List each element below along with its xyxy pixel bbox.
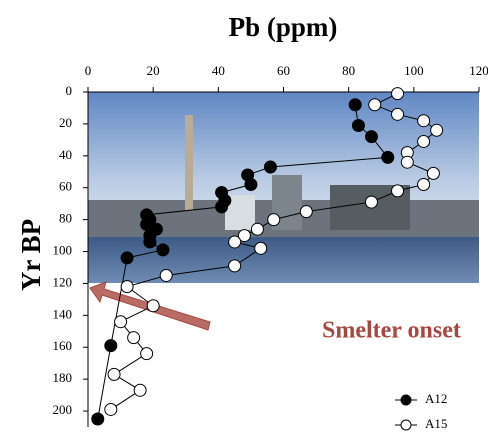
data-point (431, 124, 443, 136)
x-tick-label: 80 (342, 63, 355, 78)
data-point (229, 236, 241, 248)
data-point (115, 316, 127, 328)
data-point (418, 179, 430, 191)
data-point (352, 120, 364, 132)
data-point (92, 413, 104, 425)
data-point (121, 281, 133, 293)
x-axis-title: Pb (ppm) (229, 12, 338, 42)
y-tick-label: 80 (59, 211, 72, 226)
data-point (401, 156, 413, 168)
data-point (268, 214, 280, 226)
data-point (369, 99, 381, 111)
legend-label: A12 (425, 391, 447, 406)
data-point (349, 99, 361, 111)
y-tick-label: 140 (53, 306, 73, 321)
data-point (392, 88, 404, 100)
data-point (392, 185, 404, 197)
data-point (300, 206, 312, 218)
data-point (157, 244, 169, 256)
data-point (427, 167, 439, 179)
legend-label: A15 (425, 416, 447, 431)
data-point (105, 340, 117, 352)
y-tick-label: 60 (59, 179, 72, 194)
y-tick-label: 100 (53, 243, 73, 258)
data-point (229, 260, 241, 272)
data-point (365, 131, 377, 143)
y-tick-label: 200 (53, 402, 73, 417)
data-point (245, 179, 257, 191)
legend-marker (401, 420, 411, 430)
y-tick-label: 0 (66, 83, 73, 98)
x-tick-label: 40 (212, 63, 225, 78)
data-point (144, 236, 156, 248)
x-tick-label: 100 (404, 63, 424, 78)
data-point (134, 384, 146, 396)
y-tick-label: 180 (53, 370, 73, 385)
data-point (251, 223, 263, 235)
data-point (255, 242, 267, 254)
x-tick-label: 60 (277, 63, 290, 78)
data-point (418, 135, 430, 147)
data-point (264, 161, 276, 173)
chart: Pb (ppm) Yr BP Smelter onset 0 20 40 60 80 10… (0, 0, 488, 434)
x-tick-label: 20 (147, 63, 160, 78)
x-tick-label: 120 (469, 63, 488, 78)
data-point (108, 368, 120, 380)
annotation: Smelter onset (322, 318, 461, 344)
y-tick-label: 20 (59, 115, 72, 130)
legend-marker (401, 395, 411, 405)
data-point (216, 201, 228, 213)
data-point (141, 348, 153, 360)
data-point (147, 300, 159, 312)
y-tick-label: 40 (59, 147, 72, 162)
data-point (128, 332, 140, 344)
data-point (105, 403, 117, 415)
y-tick-label: 160 (53, 338, 73, 353)
data-point (382, 151, 394, 163)
data-point (392, 108, 404, 120)
data-point (121, 252, 133, 264)
data-point (365, 196, 377, 208)
data-point (418, 115, 430, 127)
data-point (160, 269, 172, 281)
y-tick-label: 120 (53, 274, 73, 289)
y-axis-title: Yr BP (16, 219, 46, 291)
x-tick-label: 0 (85, 63, 92, 78)
